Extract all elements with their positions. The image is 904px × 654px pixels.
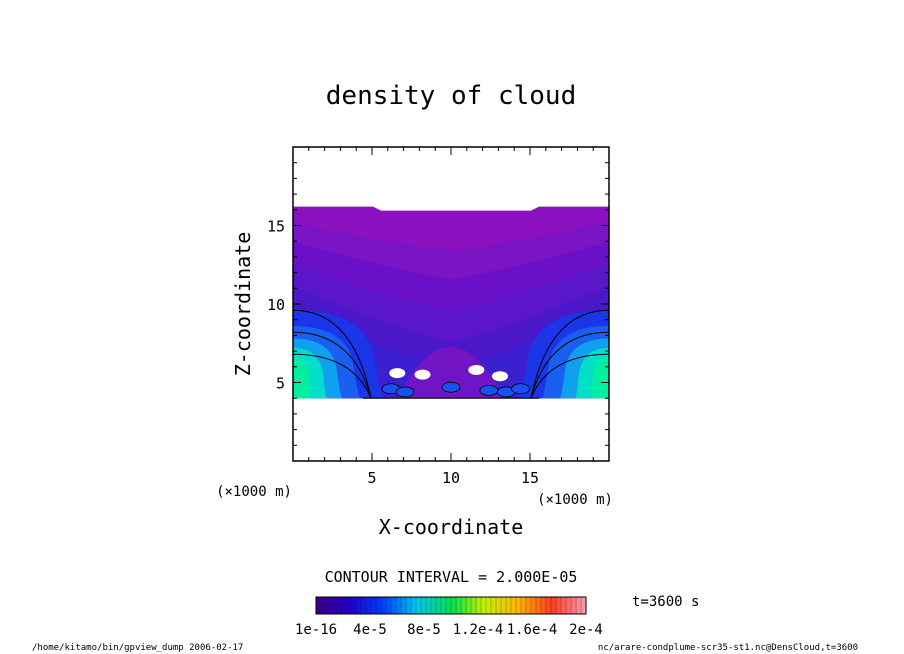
x-unit-left-label: (×1000 m) (216, 484, 292, 500)
colorbar-tick-label: 1e-16 (295, 622, 337, 638)
colorbar-tick-label: 8e-5 (407, 622, 441, 638)
clear-spot (389, 368, 406, 379)
y-tick-label: 15 (267, 218, 285, 236)
x-tick-label: 5 (367, 469, 376, 487)
colorbar-tick-label: 1.6e-4 (507, 622, 558, 638)
cloud-cell (441, 381, 461, 393)
x-unit-right-label: (×1000 m) (537, 492, 613, 508)
clear-spot (491, 371, 508, 382)
contour-interval-label: CONTOUR INTERVAL = 2.000E-05 (325, 568, 578, 586)
time-label: t=3600 s (632, 594, 699, 610)
side-lobe-hot (293, 357, 312, 399)
y-axis-label: Z-coordinate (231, 232, 255, 377)
colorbar-tick-label: 1.2e-4 (453, 622, 504, 638)
clear-spot (468, 364, 485, 375)
cloud-cell (511, 383, 530, 395)
footer-right: nc/arare-condplume-scr35-st1.nc@DensClou… (598, 643, 858, 653)
contour-field (293, 206, 609, 399)
contour-line (530, 331, 609, 399)
y-tick-label: 10 (267, 296, 285, 314)
axis-ticks: 5 10 15 5 10 15 (267, 147, 609, 487)
x-tick-label: 15 (521, 469, 539, 487)
colorbar-tick-label: 2e-4 (569, 622, 603, 638)
colorbar-separators (320, 597, 582, 614)
clear-spot (414, 369, 431, 380)
chart-title: density of cloud (326, 81, 576, 111)
colorbar-labels: 1e-16 4e-5 8e-5 1.2e-4 1.6e-4 2e-4 (295, 622, 603, 638)
contour-line (530, 353, 609, 399)
contour-line (293, 353, 372, 399)
cloud-cell (479, 384, 499, 396)
footer-left: /home/kitamo/bin/gpview_dump 2006-02-17 (32, 643, 243, 653)
x-tick-label: 10 (442, 469, 460, 487)
side-lobe-hot (590, 357, 609, 399)
contour-line (293, 331, 372, 399)
contour-line (293, 309, 372, 399)
x-axis-label: X-coordinate (379, 515, 524, 539)
colorbar-tick-label: 4e-5 (353, 622, 387, 638)
central-plume (397, 347, 505, 399)
y-tick-label: 5 (276, 375, 285, 393)
contour-line (530, 309, 609, 399)
cloud-cell (395, 386, 415, 398)
